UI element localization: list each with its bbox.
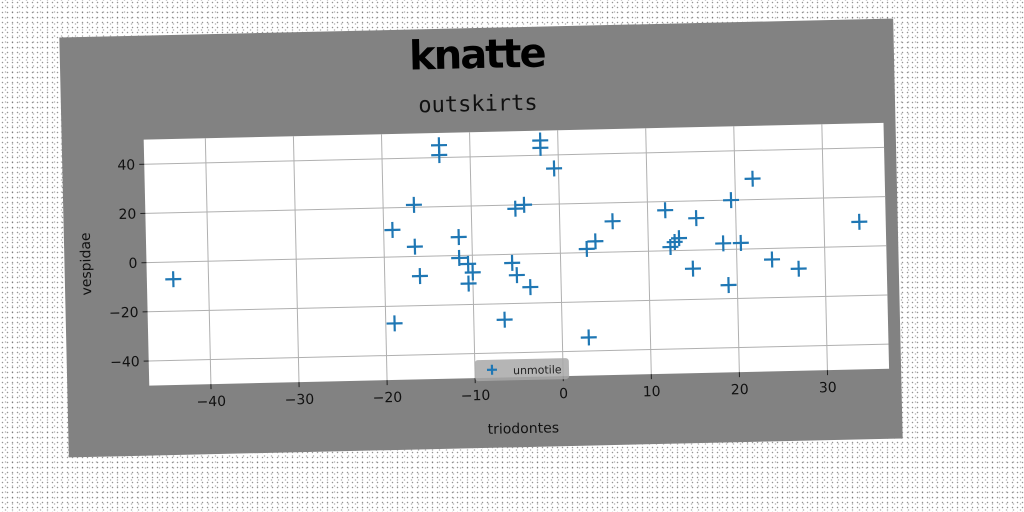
data-point xyxy=(580,329,597,346)
data-point xyxy=(764,251,781,268)
x-tick-label: 0 xyxy=(559,386,568,402)
data-points xyxy=(165,132,868,346)
data-point xyxy=(411,268,428,285)
data-point xyxy=(165,271,182,288)
legend-marker xyxy=(486,364,498,375)
data-point xyxy=(720,277,737,294)
y-gridline xyxy=(147,294,888,313)
data-point xyxy=(431,147,448,164)
data-point xyxy=(604,213,621,230)
data-point xyxy=(450,229,467,246)
y-tick-label: 0 xyxy=(128,256,137,272)
data-point xyxy=(723,192,740,209)
data-point xyxy=(406,238,423,255)
data-point xyxy=(464,264,481,281)
y-tick-label: −20 xyxy=(109,305,139,322)
data-point xyxy=(657,202,674,219)
y-axis-label: vespidae xyxy=(78,232,95,295)
y-gridline xyxy=(148,343,889,362)
legend-box xyxy=(474,358,570,382)
figure-panel: knatte outskirts −40 −30 −20 −10 0 10 20 30 −40−… xyxy=(59,18,903,458)
x-tick-label: −30 xyxy=(284,392,314,409)
data-point xyxy=(522,279,539,296)
data-point xyxy=(386,315,403,332)
data-point xyxy=(405,196,422,213)
axis-ticks: −40 −30 −20 −10 0 10 20 30 −40 −20 0 20 40 xyxy=(109,157,837,411)
data-point xyxy=(496,311,513,328)
data-point xyxy=(516,196,533,213)
data-point xyxy=(532,139,549,156)
x-tick-label: 30 xyxy=(819,380,837,396)
x-tick-label: −20 xyxy=(373,390,403,407)
data-point xyxy=(744,170,761,187)
y-gridline xyxy=(146,245,887,264)
y-gridline xyxy=(144,146,885,165)
data-point xyxy=(715,235,732,252)
x-tick-label: 20 xyxy=(731,382,749,398)
y-tick-label: −40 xyxy=(110,354,140,371)
data-point xyxy=(504,254,521,271)
legend-marker-symbol xyxy=(486,364,498,375)
legend-label: unmotile xyxy=(513,363,562,377)
scatter-chart: −40 −30 −20 −10 0 10 20 30 −40 −20 0 20 40 triodonte… xyxy=(78,122,890,438)
data-point xyxy=(587,233,604,250)
data-point xyxy=(508,267,525,284)
data-point xyxy=(507,200,524,217)
data-point xyxy=(384,221,401,238)
y-tick-label: 20 xyxy=(118,207,136,223)
data-point xyxy=(451,249,468,266)
x-tick-label: −10 xyxy=(461,388,491,405)
data-point xyxy=(546,160,563,177)
x-tick-label: 10 xyxy=(643,384,661,400)
data-point xyxy=(578,240,595,257)
y-tick-label: 40 xyxy=(117,157,135,173)
legend: unmotile xyxy=(474,358,570,382)
data-point xyxy=(790,260,807,277)
data-point xyxy=(460,255,477,272)
data-point xyxy=(732,234,749,251)
data-point xyxy=(460,275,477,292)
x-axis-label: triodontes xyxy=(487,420,559,438)
data-point xyxy=(684,260,701,277)
data-point xyxy=(851,213,868,230)
x-tick-label: −40 xyxy=(196,394,226,411)
data-point xyxy=(671,230,688,247)
data-point xyxy=(688,210,705,227)
